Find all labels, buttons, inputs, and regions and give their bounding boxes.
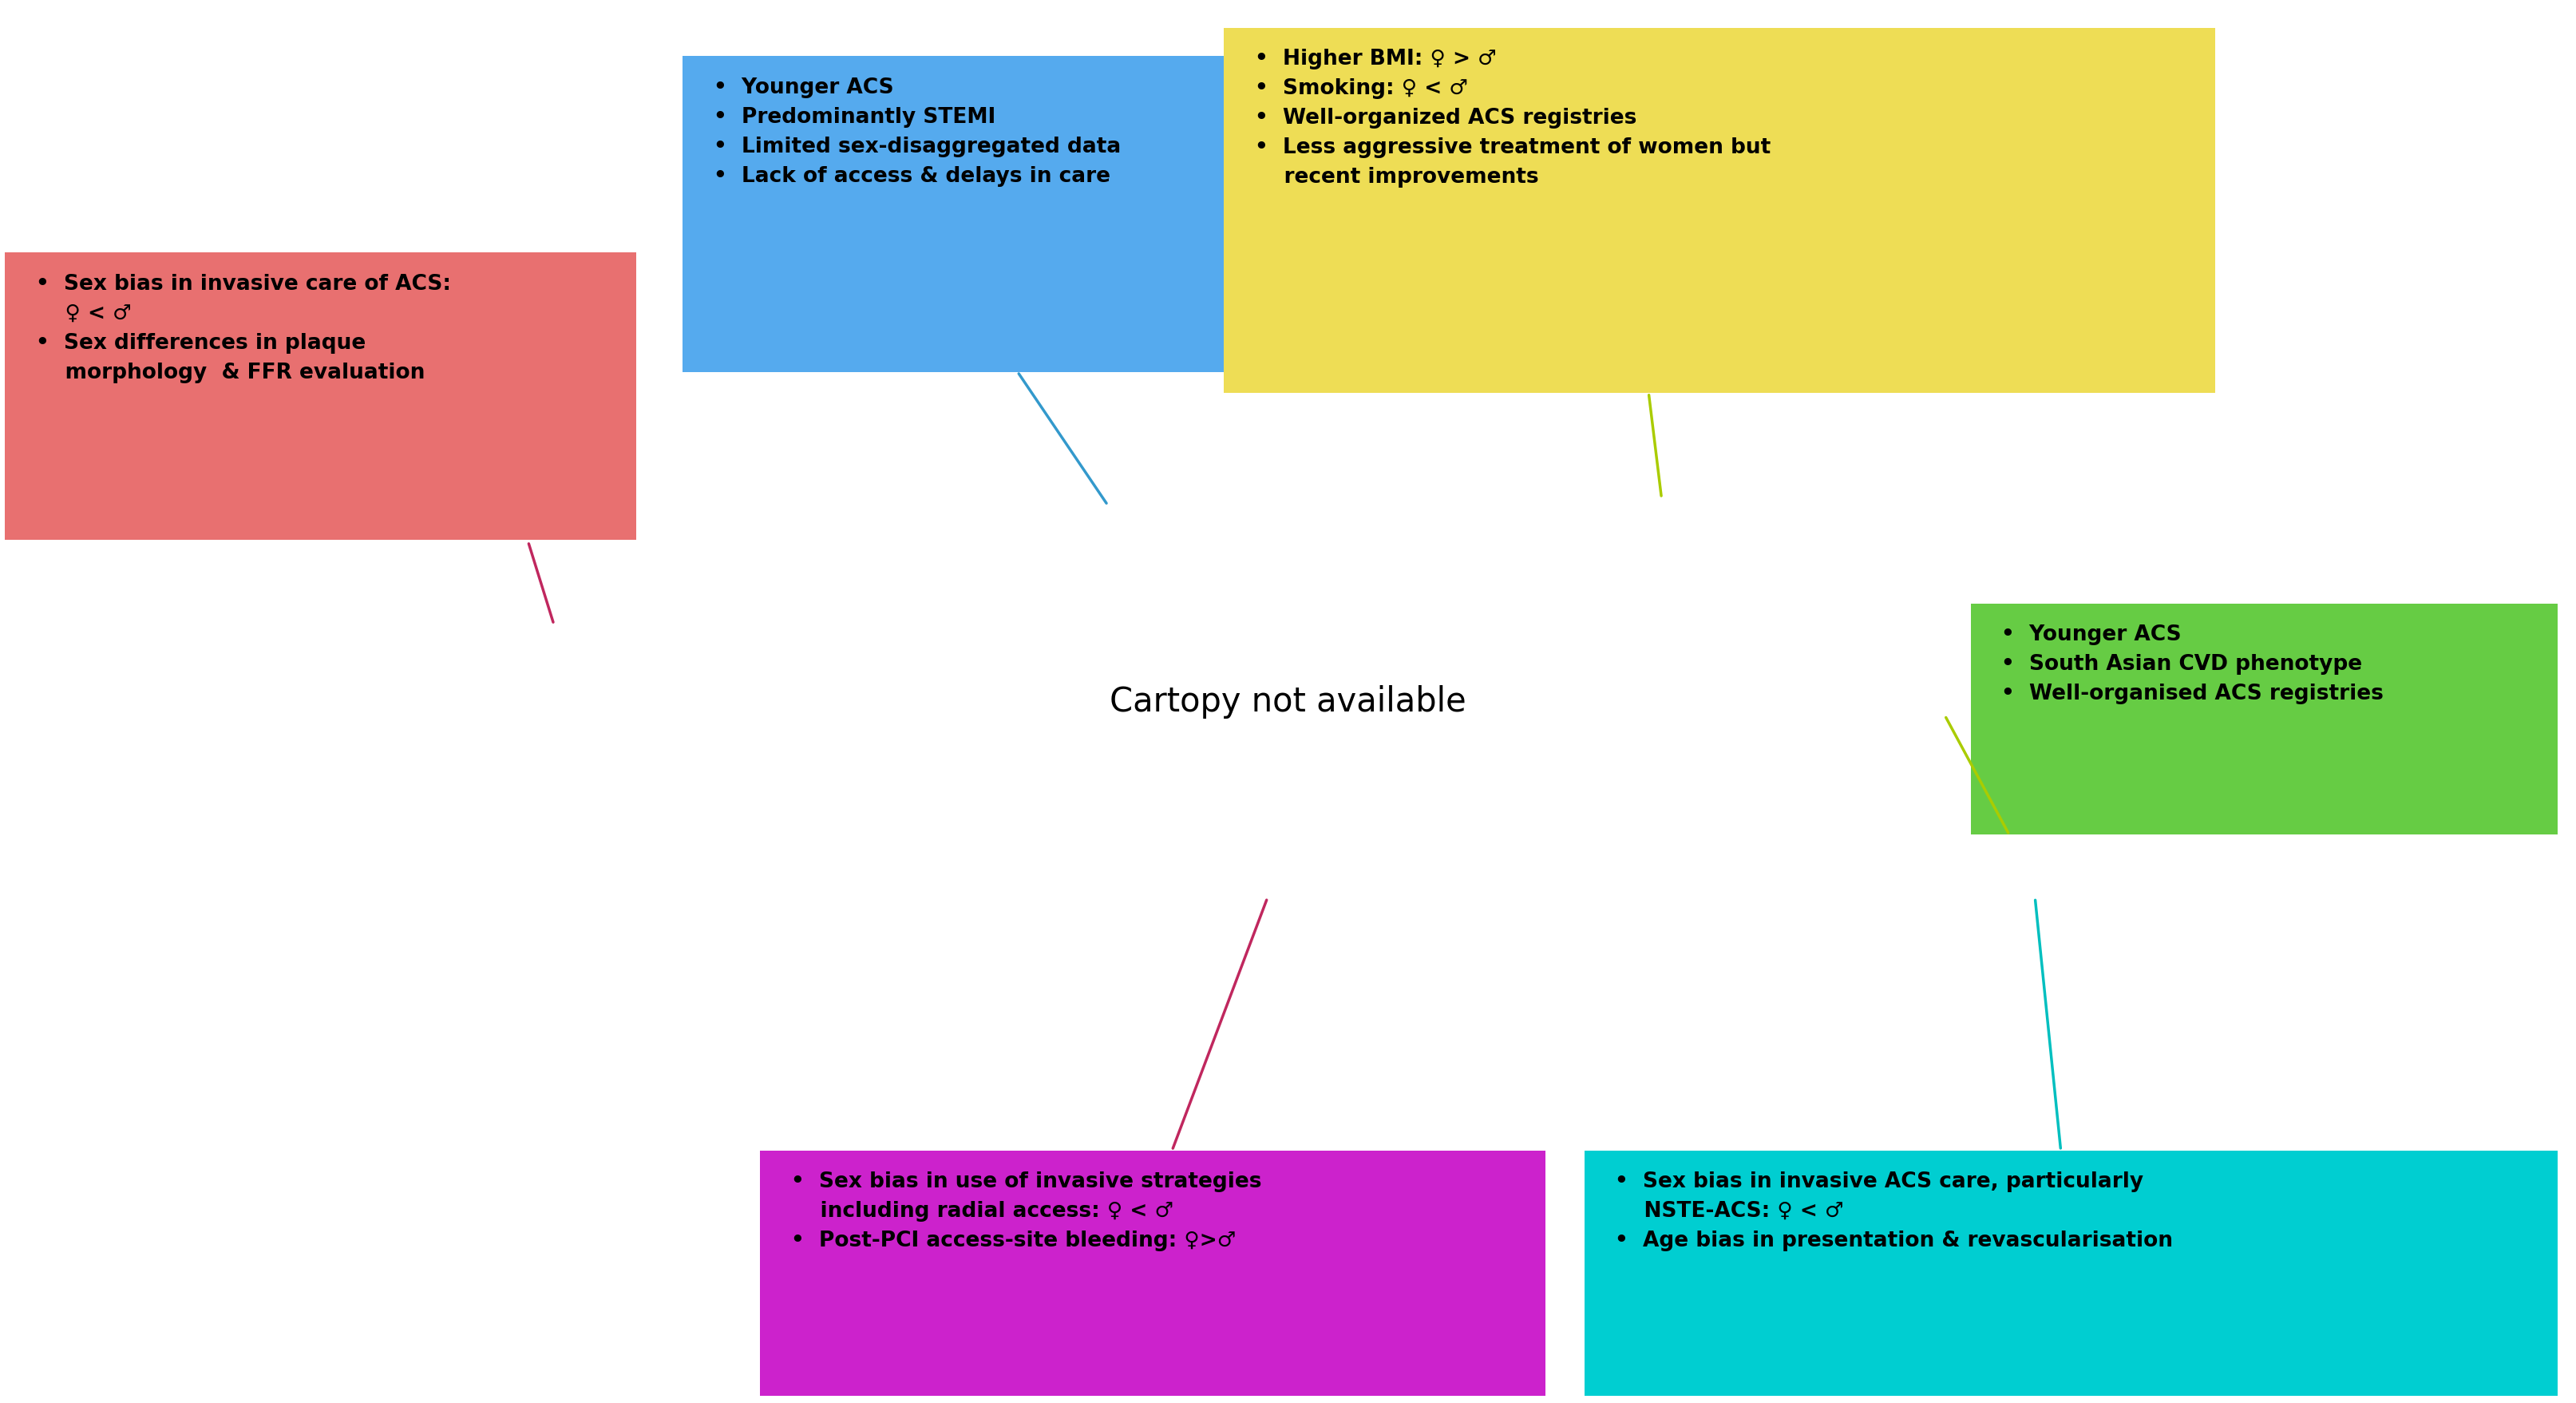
FancyBboxPatch shape bbox=[1584, 1150, 2558, 1396]
Text: •  Younger ACS
•  Predominantly STEMI
•  Limited sex-disaggregated data
•  Lack : • Younger ACS • Predominantly STEMI • Li… bbox=[714, 77, 1121, 187]
Text: •  Sex bias in use of invasive strategies
    including radial access: ♀ < ♂
•  : • Sex bias in use of invasive strategies… bbox=[791, 1172, 1262, 1251]
FancyBboxPatch shape bbox=[1971, 603, 2558, 835]
Text: •  Higher BMI: ♀ > ♂
•  Smoking: ♀ < ♂
•  Well-organized ACS registries
•  Less : • Higher BMI: ♀ > ♂ • Smoking: ♀ < ♂ • W… bbox=[1255, 49, 1770, 188]
FancyBboxPatch shape bbox=[760, 1150, 1546, 1396]
Text: •  Sex bias in invasive care of ACS:
    ♀ < ♂
•  Sex differences in plaque
    : • Sex bias in invasive care of ACS: ♀ < … bbox=[36, 274, 451, 383]
FancyBboxPatch shape bbox=[683, 56, 1365, 372]
Text: •  Sex bias in invasive ACS care, particularly
    NSTE-ACS: ♀ < ♂
•  Age bias i: • Sex bias in invasive ACS care, particu… bbox=[1615, 1172, 2174, 1251]
Text: Cartopy not available: Cartopy not available bbox=[1110, 685, 1466, 718]
FancyBboxPatch shape bbox=[1224, 28, 2215, 393]
FancyBboxPatch shape bbox=[5, 253, 636, 540]
Text: •  Younger ACS
•  South Asian CVD phenotype
•  Well-organised ACS registries: • Younger ACS • South Asian CVD phenotyp… bbox=[2002, 624, 2383, 704]
